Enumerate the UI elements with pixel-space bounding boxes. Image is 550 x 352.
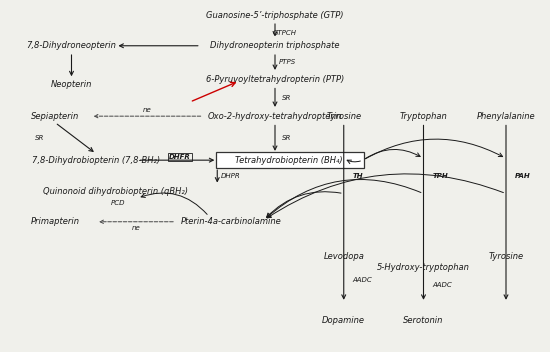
Text: DHPR: DHPR bbox=[221, 173, 241, 179]
Text: SR: SR bbox=[282, 95, 292, 101]
Text: TH: TH bbox=[353, 173, 363, 179]
Text: 6-Pyruvoyltetrahydropterin (PTP): 6-Pyruvoyltetrahydropterin (PTP) bbox=[206, 75, 344, 84]
Text: Dihydroneopterin triphosphate: Dihydroneopterin triphosphate bbox=[210, 41, 340, 50]
Text: Phenylalanine: Phenylalanine bbox=[477, 112, 535, 121]
Text: Sepiapterin: Sepiapterin bbox=[31, 112, 79, 121]
Text: SR: SR bbox=[35, 135, 45, 141]
Text: Tyrosine: Tyrosine bbox=[326, 112, 361, 121]
Text: Guanosine-5’-triphosphate (GTP): Guanosine-5’-triphosphate (GTP) bbox=[206, 11, 344, 20]
Text: Pterin-4a-carbinolamine: Pterin-4a-carbinolamine bbox=[180, 217, 282, 226]
Text: TPH: TPH bbox=[432, 173, 448, 179]
Text: Quinonoid dihydrobiopterin (qBH₂): Quinonoid dihydrobiopterin (qBH₂) bbox=[43, 187, 188, 196]
Text: GTPCH: GTPCH bbox=[273, 30, 297, 36]
Text: AADC: AADC bbox=[353, 277, 372, 283]
Text: AADC: AADC bbox=[432, 282, 452, 288]
Text: Neopterin: Neopterin bbox=[51, 80, 92, 89]
Text: Serotonin: Serotonin bbox=[403, 316, 444, 325]
Text: SR: SR bbox=[282, 135, 292, 141]
FancyBboxPatch shape bbox=[216, 152, 364, 168]
Text: Tryptophan: Tryptophan bbox=[400, 112, 447, 121]
Text: DHFR: DHFR bbox=[169, 154, 191, 161]
Text: 7,8-Dihydroneopterin: 7,8-Dihydroneopterin bbox=[26, 41, 117, 50]
Text: 5-Hydroxy-tryptophan: 5-Hydroxy-tryptophan bbox=[377, 263, 470, 272]
Text: Dopamine: Dopamine bbox=[322, 316, 365, 325]
Text: PAH: PAH bbox=[515, 173, 531, 179]
Text: PCD: PCD bbox=[111, 200, 125, 206]
Text: ne: ne bbox=[143, 107, 151, 113]
Text: Oxo-2-hydroxy-tetrahydropterin: Oxo-2-hydroxy-tetrahydropterin bbox=[208, 112, 342, 121]
Text: Levodopa: Levodopa bbox=[323, 252, 364, 262]
Text: Tyrosine: Tyrosine bbox=[488, 252, 524, 262]
Text: Tetrahydrobiopterin (BH₄): Tetrahydrobiopterin (BH₄) bbox=[235, 156, 343, 165]
Text: Primapterin: Primapterin bbox=[30, 217, 80, 226]
Text: PTPS: PTPS bbox=[278, 59, 296, 65]
Text: ne: ne bbox=[132, 225, 140, 231]
Text: DHFR: DHFR bbox=[169, 154, 191, 161]
Text: 7,8-Dihydrobiopterin (7,8-BH₂): 7,8-Dihydrobiopterin (7,8-BH₂) bbox=[32, 156, 160, 165]
